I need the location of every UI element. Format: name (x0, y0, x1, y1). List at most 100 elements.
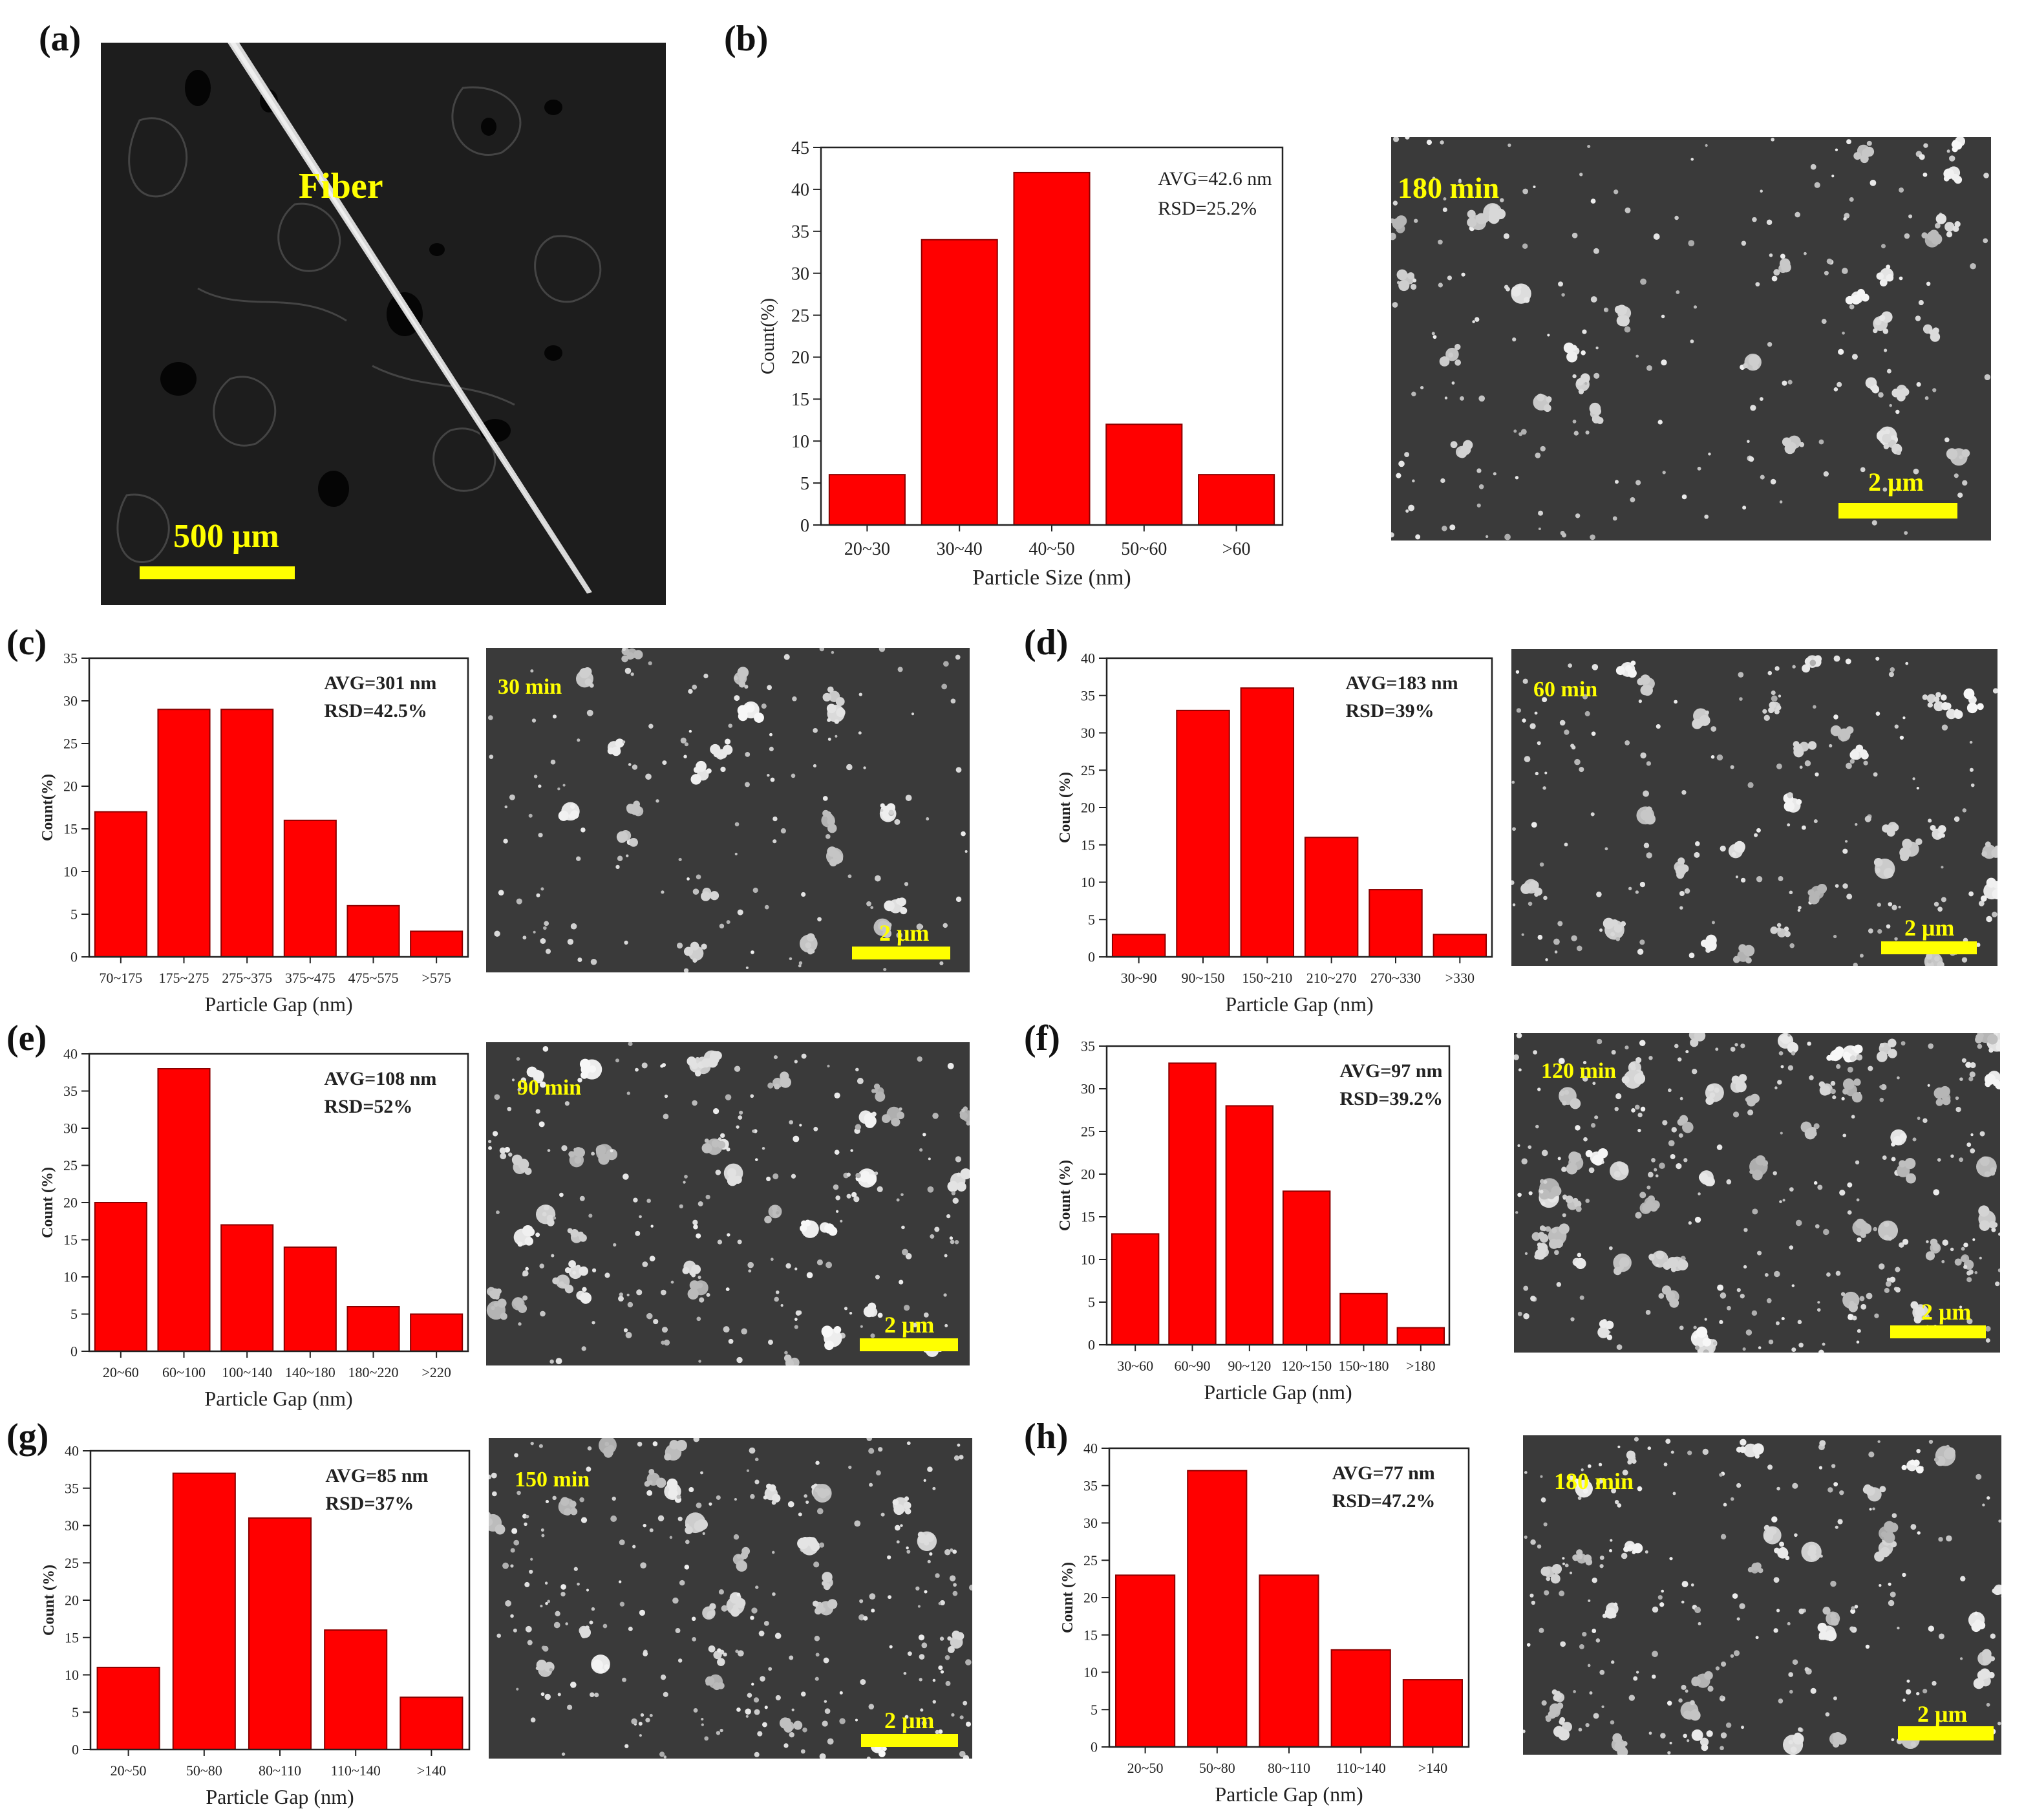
x-tick-label: 110~140 (1336, 1760, 1386, 1776)
y-tick-label: 20 (1083, 1590, 1098, 1606)
y-tick-label: 0 (72, 1742, 79, 1758)
sem-time-label: 30 min (498, 675, 562, 699)
y-tick-label: 10 (1081, 874, 1095, 890)
y-axis-label: Count (%) (1057, 772, 1074, 843)
bar-180~220 (346, 1306, 400, 1352)
bar-175~275 (157, 709, 211, 958)
x-axis-label: Particle Gap (nm) (1204, 1380, 1352, 1404)
bar-50~80 (1187, 1470, 1248, 1748)
x-tick-label: 90~120 (1228, 1358, 1271, 1374)
sem-image-f: 120 min 2 μm (1514, 1033, 2000, 1353)
stat-annotation: AVG=301 nm (324, 672, 436, 694)
x-tick-label: 275~375 (222, 970, 272, 986)
bar-30~60 (1111, 1233, 1160, 1346)
sem-time-label: 60 min (1533, 678, 1598, 701)
stat-annotation: RSD=39% (1346, 700, 1434, 722)
bar-80~110 (1259, 1574, 1319, 1748)
y-tick-label: 20 (791, 348, 809, 368)
y-tick-label: 25 (65, 1555, 79, 1571)
x-tick-label: 80~110 (259, 1762, 301, 1779)
y-tick-label: 25 (1081, 1124, 1095, 1140)
y-tick-label: 35 (791, 222, 809, 242)
x-tick-label: >60 (1222, 539, 1251, 559)
x-tick-label: >575 (421, 970, 451, 986)
y-tick-label: 15 (1083, 1627, 1098, 1643)
y-tick-label: 5 (1088, 1294, 1095, 1311)
panel-label-b: (b) (724, 19, 769, 59)
bar-110~140 (1330, 1649, 1391, 1748)
y-tick-label: 30 (1081, 1081, 1095, 1097)
bar->575 (410, 930, 463, 958)
sem-time-label: 90 min (517, 1076, 582, 1100)
x-tick-label: 110~140 (331, 1762, 381, 1779)
scale-bar (1838, 503, 1957, 519)
scale-bar (852, 947, 950, 959)
y-tick-label: 10 (791, 432, 809, 452)
stat-annotation: RSD=47.2% (1332, 1490, 1436, 1512)
sem-image-d: 60 min 2 μm (1511, 649, 1997, 966)
bar-275~375 (220, 709, 274, 958)
bar->140 (399, 1697, 463, 1750)
bar->60 (1198, 474, 1275, 526)
y-tick-label: 40 (1083, 1440, 1098, 1457)
y-tick-label: 30 (1083, 1515, 1098, 1531)
y-tick-label: 30 (65, 1517, 79, 1534)
x-tick-label: 475~575 (348, 970, 399, 986)
x-tick-label: 100~140 (222, 1364, 272, 1380)
x-axis-label: Particle Gap (nm) (1225, 992, 1373, 1016)
sem-time-label: 150 min (515, 1468, 590, 1492)
x-tick-label: 270~330 (1370, 970, 1421, 986)
panel-label-d: (d) (1024, 623, 1069, 663)
panel-label-g: (g) (6, 1417, 49, 1457)
scale-bar (1898, 1726, 1994, 1740)
y-tick-label: 20 (65, 1592, 79, 1609)
stat-annotation: AVG=183 nm (1346, 672, 1458, 694)
sem-image-e: 90 min 2 μm (486, 1042, 970, 1365)
bar-20~50 (1115, 1574, 1176, 1748)
sem-particle-texture (487, 648, 968, 972)
x-tick-label: 175~275 (159, 970, 209, 986)
bar-50~60 (1105, 423, 1183, 526)
y-tick-label: 5 (70, 906, 78, 923)
scale-bar (1890, 1325, 1986, 1338)
y-tick-label: 5 (70, 1306, 78, 1322)
y-tick-label: 20 (63, 778, 78, 795)
plot-frame (88, 657, 469, 958)
y-tick-label: 15 (63, 1232, 78, 1248)
y-tick-label: 40 (1081, 650, 1095, 667)
y-axis-label: Count (%) (1057, 1160, 1074, 1231)
fiber-sem-graphic (116, 43, 602, 594)
y-tick-label: 35 (63, 650, 78, 667)
x-tick-label: >140 (417, 1762, 446, 1779)
x-tick-label: 150~210 (1242, 970, 1292, 986)
y-axis-label: Count(%) (757, 298, 778, 374)
fiber-annotation: Fiber (299, 166, 383, 206)
bar-475~575 (346, 905, 400, 958)
y-tick-label: 5 (1088, 912, 1095, 928)
x-tick-label: 50~60 (1121, 539, 1167, 559)
stat-annotation: RSD=52% (324, 1096, 412, 1117)
bar-60~100 (157, 1068, 211, 1352)
y-tick-label: 30 (791, 264, 809, 284)
y-tick-label: 15 (1081, 1209, 1095, 1225)
x-tick-label: 60~100 (162, 1364, 206, 1380)
x-axis-label: Particle Gap (nm) (204, 992, 352, 1016)
y-tick-label: 20 (1081, 1166, 1095, 1183)
y-tick-label: 5 (72, 1704, 79, 1720)
sem-time-label: 180 min (1398, 171, 1500, 204)
scale-bar-label: 2 μm (1904, 915, 1955, 941)
y-tick-label: 40 (791, 180, 809, 200)
scale-bar-label: 500 μm (173, 518, 279, 555)
x-tick-label: >330 (1445, 970, 1475, 986)
sem-image-b: 180 min 2 μm (1391, 137, 1991, 541)
y-tick-label: 45 (791, 138, 809, 158)
y-tick-label: 5 (800, 474, 809, 494)
y-axis-label: Count (%) (39, 1167, 56, 1238)
sem-particle-texture (1511, 655, 1997, 966)
panel-label-c: (c) (6, 623, 47, 663)
x-tick-label: 150~180 (1339, 1358, 1389, 1374)
y-tick-label: 5 (1091, 1702, 1098, 1718)
x-tick-label: >220 (421, 1364, 451, 1380)
